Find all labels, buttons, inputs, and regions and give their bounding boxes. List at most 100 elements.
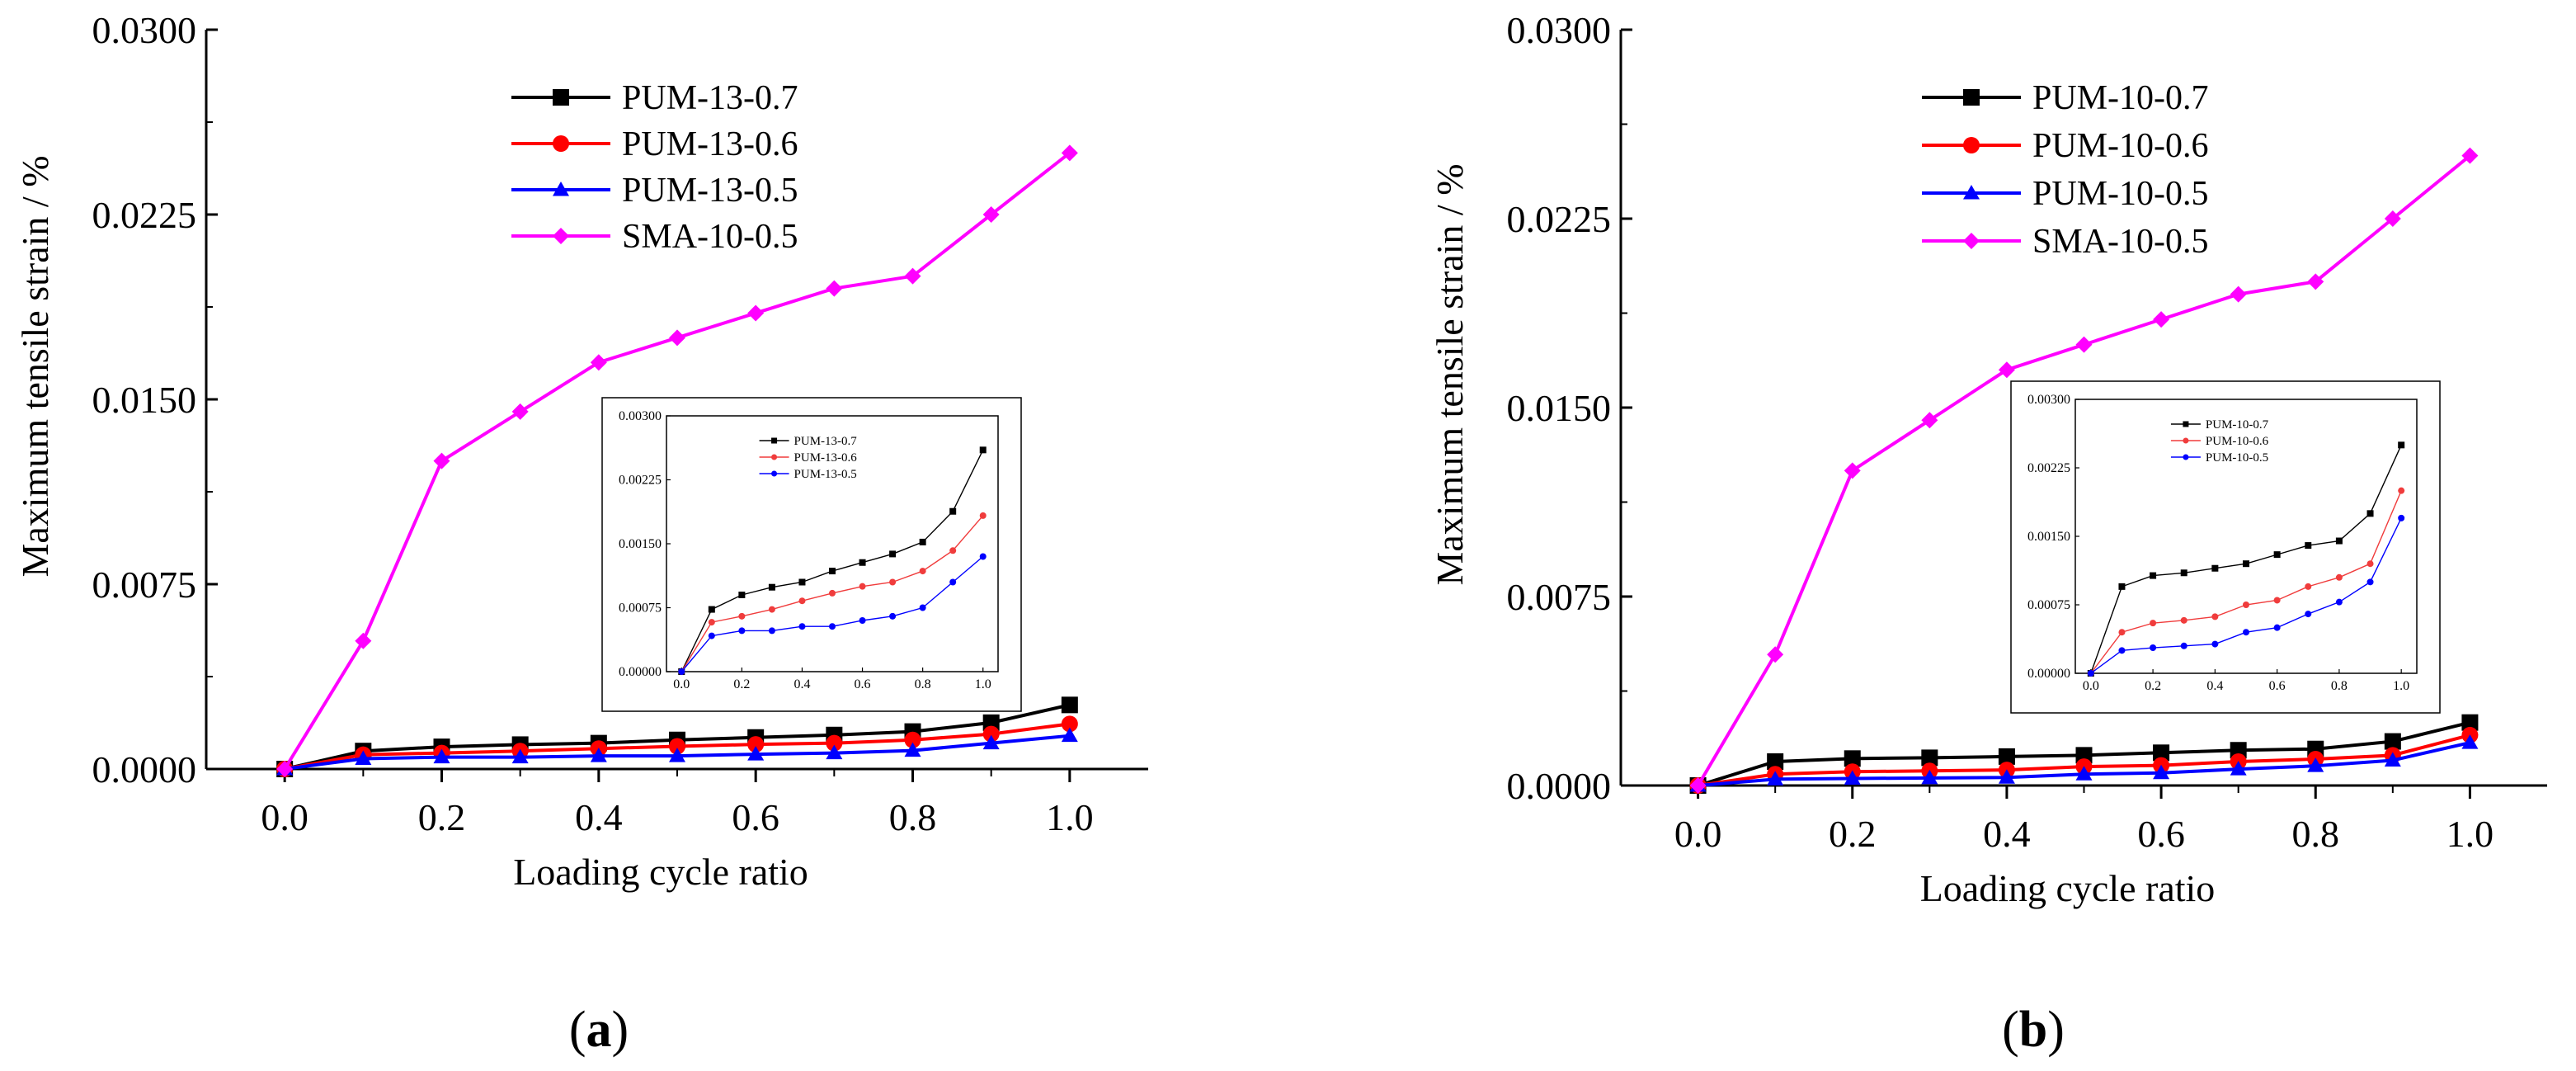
panel-a-inset-data-point — [768, 627, 775, 635]
panel-a-data-point — [276, 761, 294, 777]
panel-b-inset-data-point — [2180, 616, 2187, 624]
panel-a-inset-y-tick-label: 0.00300 — [619, 409, 662, 423]
panel-b-data-point — [2075, 336, 2093, 353]
panel-b-data-point — [2461, 734, 2479, 749]
panel-b-inset: 0.00000 0.00075 0.00150 0.00225 0.00300 0.0 0.… — [2010, 380, 2441, 714]
panel-a-label: (a) — [569, 1002, 629, 1058]
panel-a-inset-data-point — [829, 623, 836, 630]
panel-a-legend-marker — [553, 182, 569, 196]
panel-a-data-point — [590, 748, 607, 762]
panel-a-data-point — [982, 734, 1000, 750]
panel-b-inset-data-point — [2118, 629, 2126, 636]
panel-a-x-tick-label: 0.2 — [418, 796, 466, 838]
panel-b-data-point — [2461, 714, 2479, 731]
panel-b-data-point — [1921, 749, 1938, 767]
panel-b-x-tick-label: 0.4 — [1983, 813, 2031, 855]
panel-a-inset-data-point — [738, 612, 746, 620]
panel-a-inset-x-tick-label: 0.0 — [673, 677, 690, 691]
panel-a-inset-data-point — [979, 553, 987, 560]
panel-a-data-point — [982, 206, 1000, 223]
panel-a-data-point — [511, 748, 529, 764]
panel-a-inset-data-point — [859, 617, 866, 624]
panel-a-inset-y-tick-label: 0.00225 — [619, 474, 662, 488]
panel-a-data-point — [1061, 696, 1078, 714]
panel-b-inset-data-point — [2243, 602, 2249, 608]
panel-b-x-tick-label: 0.2 — [1829, 813, 1877, 855]
panel-a-data-point — [669, 329, 685, 347]
panel-b-y-axis-label: Maximum tensile strain / % — [1429, 163, 1471, 585]
panel-b-legend-label: PUM-10-0.6 — [2032, 127, 2209, 165]
panel-a-data-point — [669, 748, 685, 762]
panel-a-inset-x-tick-label: 0.4 — [794, 677, 810, 691]
panel-b-inset-y-tick-label: 0.00225 — [2027, 461, 2070, 475]
panel-b-inset-data-point — [2243, 629, 2249, 636]
panel-a-inset-data-point — [919, 568, 926, 575]
panel-a-y-tick-label: 0.0075 — [92, 564, 197, 606]
panel-a-legend-label: PUM-13-0.6 — [622, 125, 798, 163]
panel-b-data-point — [2230, 742, 2247, 759]
panel-a-x-tick-label: 0.8 — [889, 796, 937, 838]
panel-b-inset-data-point — [2211, 613, 2219, 620]
panel-a-x-tick-label: 0.0 — [261, 796, 308, 838]
panel-a-inset-data-point — [708, 632, 715, 639]
panel-b-inset-y-tick-label: 0.00300 — [2027, 393, 2070, 407]
panel-a-inset-x-tick-label: 0.6 — [855, 677, 871, 691]
panel-b-inset-x-tick-label: 1.0 — [2393, 679, 2409, 693]
panel-a-inset-data-point — [768, 583, 775, 591]
panel-a-data-point — [1061, 715, 1078, 733]
panel-b-inset-legend-marker — [2183, 437, 2189, 444]
panel-a-inset-x-tick-label: 1.0 — [975, 677, 991, 691]
panel-a-legend-label: PUM-13-0.7 — [622, 79, 798, 117]
panel-a-inset-data-point — [798, 578, 806, 586]
panel-b-data-point — [1998, 361, 2015, 379]
panel-b-inset-y-tick-label: 0.00150 — [2027, 530, 2070, 544]
panel-a-inset-data-point — [859, 559, 866, 566]
panel-a-inset-y-tick-label: 0.00075 — [619, 602, 662, 616]
panel-b-data-point — [2230, 285, 2247, 303]
panel-a-data-point — [747, 304, 765, 322]
panel-a-inset-data-point — [678, 668, 685, 675]
panel-a-legend-label: SMA-10-0.5 — [622, 218, 798, 256]
panel-b-inset-data-point — [2273, 597, 2281, 604]
panel-a-data-point — [904, 742, 921, 757]
panel-b-inset-data-point — [2366, 578, 2374, 586]
panel-a-inset-data-point — [919, 604, 926, 611]
panel-a-inset-data-point — [949, 547, 957, 554]
panel-a-data-point — [511, 403, 529, 420]
panel-b-inset-x-tick-label: 0.8 — [2331, 679, 2348, 693]
panel-a-data-point — [433, 748, 450, 764]
panel-b-legend-label: PUM-10-0.7 — [2032, 79, 2209, 117]
panel-a-inset-data-point — [708, 619, 715, 626]
panel-a-data-point — [747, 746, 765, 761]
panel-b-inset-frame — [2010, 380, 2441, 714]
panel-b-data-point — [2307, 273, 2324, 290]
panel-b-data-point — [1921, 412, 1938, 429]
panel-b-data-point — [1844, 462, 1861, 479]
panel-b-x-tick-label: 0.0 — [1674, 813, 1722, 855]
panel-a-data-point — [590, 354, 607, 371]
panel-b-inset-data-point — [2366, 560, 2374, 568]
panel-b-inset-data-point — [2273, 624, 2281, 631]
panel-b-data-point — [2384, 733, 2401, 750]
panel-b-legend-label: SMA-10-0.5 — [2032, 223, 2209, 261]
panel-a-inset-legend-marker — [771, 454, 778, 460]
panel-a-legend-marker — [553, 89, 569, 106]
panel-a-inset-data-point — [889, 612, 897, 620]
panel-b-data-point — [1689, 777, 1707, 794]
panel-b-inset-data-point — [2366, 510, 2374, 517]
panel-b-y-tick-label: 0.0150 — [1507, 387, 1612, 429]
panel-b-data-point — [1921, 769, 1938, 785]
panel-a-inset-x-tick-label: 0.2 — [733, 677, 750, 691]
panel-a-data-point — [826, 744, 843, 760]
panel-a-inset-data-point — [798, 623, 806, 630]
panel-b-inset-data-point — [2211, 564, 2219, 572]
panel-b-inset-legend-marker — [2183, 454, 2189, 460]
panel-a-data-point — [355, 632, 372, 649]
panel-a-data-point — [1061, 144, 1078, 162]
panel-b-inset-legend-label: PUM-10-0.6 — [2206, 435, 2269, 448]
panel-b-legend-marker — [1963, 89, 1980, 106]
panel-a-inset-data-point — [859, 583, 866, 590]
panel-a-inset-y-tick-label: 0.00150 — [619, 537, 662, 551]
panel-b-x-tick-label: 0.6 — [2137, 813, 2185, 855]
